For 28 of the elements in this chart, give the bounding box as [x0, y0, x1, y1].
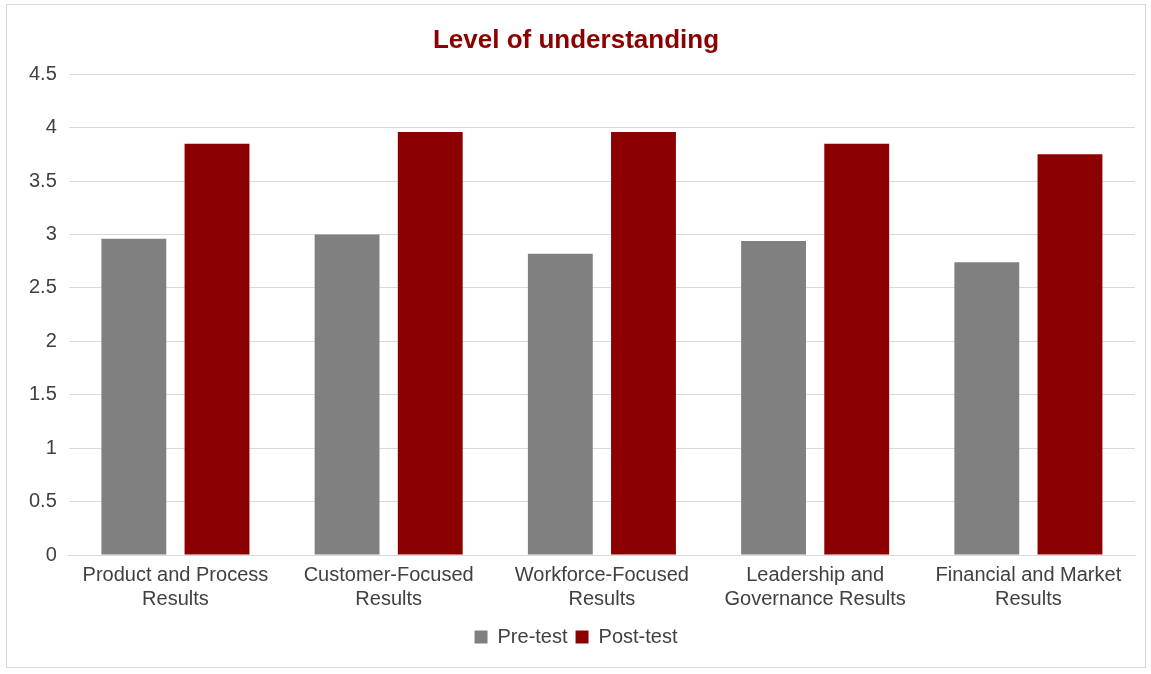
legend-label: Pre-test: [497, 624, 568, 647]
bar: [184, 143, 250, 555]
bar: [1037, 154, 1103, 555]
y-tick-label: 4: [45, 115, 57, 138]
bar: [314, 234, 380, 555]
bar: [741, 240, 806, 555]
x-tick-label: Customer-Focused Results: [303, 562, 474, 609]
bar: [611, 131, 676, 555]
bar: [527, 253, 593, 555]
y-tick-label: 2: [45, 328, 57, 351]
x-tick-label: Leadership and Governance Results: [724, 562, 906, 609]
bar: [824, 143, 890, 555]
bar: [397, 131, 463, 555]
y-tick-label: 2.5: [28, 275, 57, 298]
y-tick-label: 1: [45, 435, 57, 458]
y-tick-label: 0: [45, 542, 57, 565]
y-tick-label: 1.5: [28, 382, 57, 405]
legend-label: Post-test: [598, 624, 678, 647]
x-tick-label: Financial and Market Results: [935, 562, 1122, 609]
x-tick-label: Product and Process Results: [82, 562, 269, 609]
y-tick-label: 4.5: [28, 61, 57, 84]
y-tick-label: 3.5: [28, 168, 57, 191]
bar: [101, 238, 167, 555]
chart-title: Level of understanding: [432, 23, 720, 54]
x-tick-label: Workforce-Focused Results: [514, 562, 689, 609]
bar: [954, 262, 1020, 555]
y-tick-label: 0.5: [28, 489, 57, 512]
y-tick-label: 3: [45, 221, 57, 244]
